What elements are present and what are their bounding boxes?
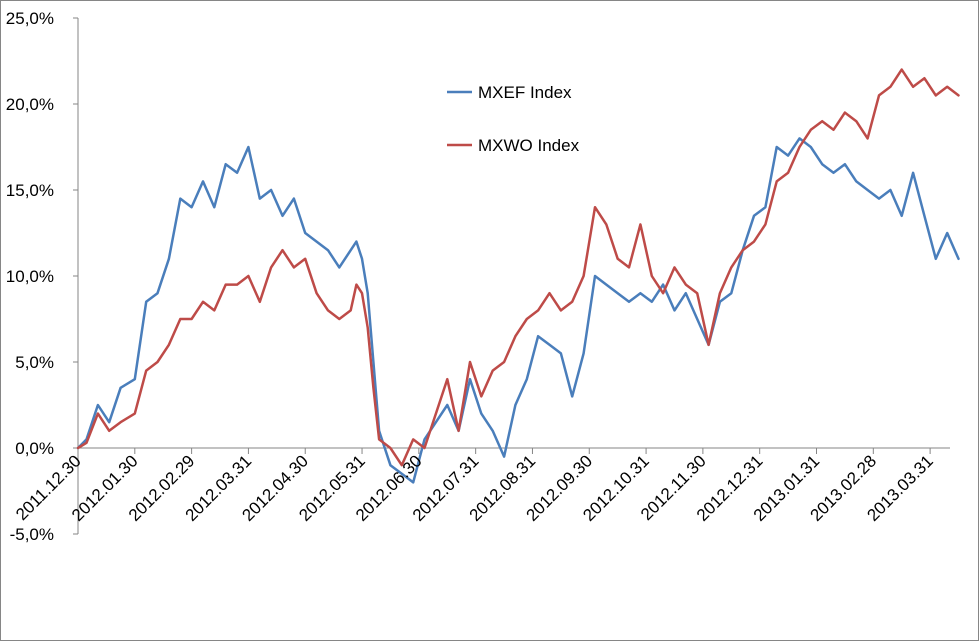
y-tick-label: -5,0%: [10, 525, 54, 544]
y-tick-label: 20,0%: [6, 95, 54, 114]
y-tick-label: 25,0%: [6, 9, 54, 28]
y-tick-label: 0,0%: [15, 439, 54, 458]
y-tick-label: 15,0%: [6, 181, 54, 200]
series-line-mxwo-index: [76, 68, 960, 467]
y-tick-labels: -5,0% 0,0% 5,0% 10,0% 15,0% 20,0% 25,0%: [6, 9, 54, 544]
y-tick-label: 10,0%: [6, 267, 54, 286]
series-layer: [76, 68, 960, 484]
y-tick-label: 5,0%: [15, 353, 54, 372]
legend-label: MXEF Index: [478, 83, 572, 102]
series-line-mxef-index: [76, 137, 960, 484]
legend: MXEF Index MXWO Index: [447, 83, 580, 155]
legend-label: MXWO Index: [478, 136, 580, 155]
